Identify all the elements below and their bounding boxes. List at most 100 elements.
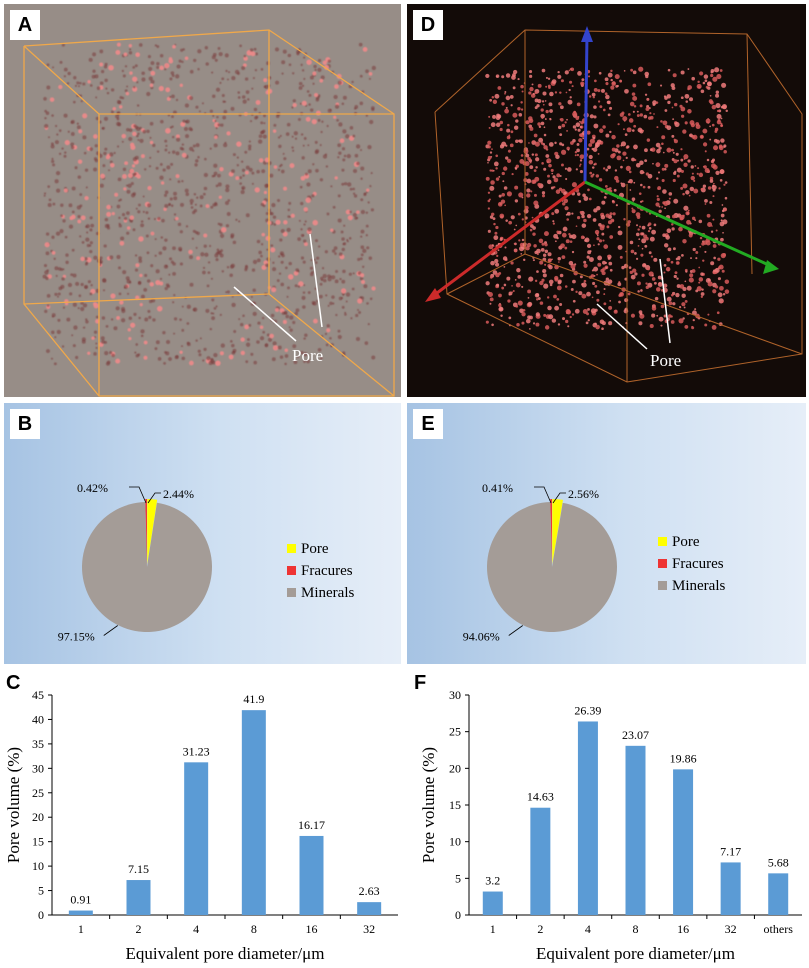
pore-dot [43,192,47,195]
pore-dot [599,105,603,109]
pore-dot [579,163,582,166]
pore-dot [273,165,278,169]
pore-dot [82,82,86,86]
pore-dot [683,158,686,160]
pore-dot [639,169,644,175]
pore-dot [95,96,98,99]
pore-dot [503,283,507,287]
pore-dot [252,311,257,317]
pore-dot [245,90,250,94]
pore-dot [548,279,554,285]
pore-dot [622,159,625,162]
pore-dot [680,169,684,173]
pore-dot [722,231,724,234]
bar-value-label: 16.17 [298,818,325,832]
pore-dot [197,349,201,353]
pore-dot [241,168,246,173]
pore-dot [617,230,623,236]
pore-dot [176,64,181,69]
pore-dot [521,238,525,242]
pore-dot [212,312,215,315]
pore-dot [697,80,700,84]
pore-dot [266,248,269,251]
pore-dot [557,279,562,284]
pore-dot [154,44,158,47]
pore-dot [632,110,635,113]
bar [184,762,209,915]
pore-dot [193,208,198,213]
pore-dot [546,179,552,185]
pore-dot [281,72,284,75]
pore-dot [77,307,80,310]
pore-dot [684,93,690,99]
pore-dot [611,147,616,152]
pore-dot [104,78,108,83]
pore-dot [303,77,306,81]
pore-dot [134,155,139,160]
pore-dot [514,249,517,253]
pore-dot [640,253,644,257]
pore-dot [600,268,605,273]
pore-dot [637,244,640,247]
pore-dot [626,145,630,149]
pore-dot [349,210,352,214]
pore-dot [124,89,128,93]
pore-dot [70,273,74,277]
pore-dot [95,342,98,345]
pore-dot [135,263,140,268]
pore-dot [608,321,613,326]
pore-dot [717,257,721,261]
pore-dot [51,235,55,239]
pore-dot [507,149,511,153]
x-tick-label: 8 [633,922,639,936]
pore-dot [551,79,557,84]
pore-dot [182,119,186,123]
pore-dot [213,306,217,310]
pore-dot [183,126,189,131]
x-tick-label: 16 [677,922,689,936]
y-tick-label: 30 [32,761,44,775]
pore-dot [704,168,710,173]
pore-dot [267,337,273,342]
pore-dot [571,250,575,254]
pore-dot [149,156,152,159]
pore-dot [251,182,254,185]
pore-dot [348,236,352,240]
pore-dot [625,165,631,171]
pore-dot [337,156,340,159]
pore-dot [590,274,595,278]
pore-dot [579,159,583,162]
pore-dot [630,313,636,318]
pore-dot [634,272,638,276]
pore-dot [193,58,197,63]
pore-dot [281,60,286,65]
pore-dot [576,216,581,220]
pore-dot [523,258,526,262]
pore-dot [55,170,61,176]
pore-dot [674,121,680,128]
pore-dot [566,146,570,151]
pore-dot [631,92,636,96]
pore-dot [312,219,318,226]
pore-dot [123,217,128,221]
legend-label-pore: Pore [672,534,700,550]
pore-dot [647,229,651,233]
panel-letter-e: E [413,409,443,439]
pore-dot [232,240,237,245]
pore-dot [356,308,360,311]
pore-dot [99,256,103,260]
pore-dot [250,295,253,298]
pore-dot [702,259,705,262]
pore-dot [360,245,365,250]
pore-dot [77,175,82,179]
pore-dot [334,252,337,256]
pore-dot [321,120,324,123]
pore-dot [301,69,305,72]
pore-dot [102,289,106,292]
pore-dot [271,287,277,293]
pore-dot [498,175,501,178]
pore-dot [638,238,641,241]
pore-dot [218,195,223,199]
pore-dot [55,274,58,278]
pore-dot [52,66,55,69]
